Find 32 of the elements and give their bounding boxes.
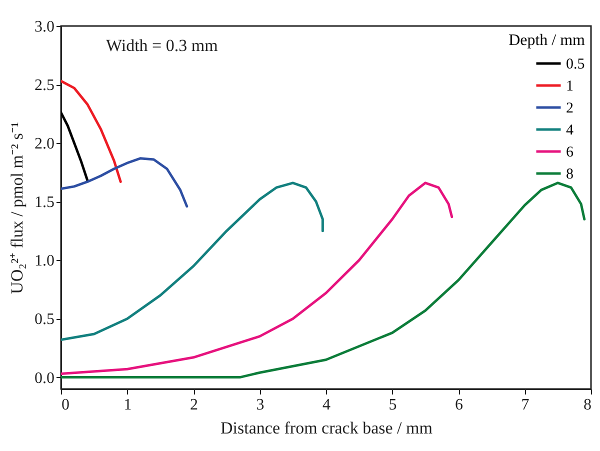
- x-tick-label: 4: [322, 396, 330, 414]
- x-tick-label: 6: [455, 396, 463, 414]
- x-tick-label: 7: [521, 396, 530, 414]
- x-tick-label: 5: [388, 396, 397, 414]
- y-tick-label: 1.0: [34, 252, 54, 270]
- annotation: Width = 0.3 mm: [106, 36, 218, 55]
- x-tick-label: 3: [256, 396, 264, 414]
- line-series: [61, 157, 188, 208]
- line-series: [61, 111, 89, 182]
- line-series: [61, 182, 586, 379]
- y-tick-label: 0.0: [34, 370, 54, 387]
- legend-label: 0.5: [566, 56, 585, 72]
- x-tick-label: 0: [62, 396, 70, 414]
- x-tick-label: 8: [584, 396, 592, 414]
- legend-label: 6: [566, 144, 574, 160]
- y-tick-label: 3.0: [34, 18, 54, 36]
- line-series: [61, 80, 122, 183]
- legend-label: 8: [566, 166, 574, 182]
- y-tick-label: 2.5: [34, 77, 54, 94]
- legend-label: 1: [566, 78, 574, 94]
- y-tick-label: 0.5: [34, 311, 54, 328]
- y-tick-label: 1.5: [34, 194, 54, 212]
- legend-label: 4: [566, 122, 574, 138]
- x-tick-label: 1: [124, 396, 132, 414]
- legend-title: Depth / mm: [508, 32, 586, 49]
- line-series: [61, 182, 454, 376]
- x-axis-title: Distance from crack base / mm: [220, 418, 432, 438]
- y-axis-title: UO₂²⁺ flux / pmol m⁻² s⁻¹: [8, 122, 26, 294]
- legend-label: 2: [566, 100, 574, 116]
- x-tick-label: 2: [190, 396, 198, 414]
- y-tick-label: 2.0: [34, 136, 54, 153]
- line-series: [61, 182, 324, 342]
